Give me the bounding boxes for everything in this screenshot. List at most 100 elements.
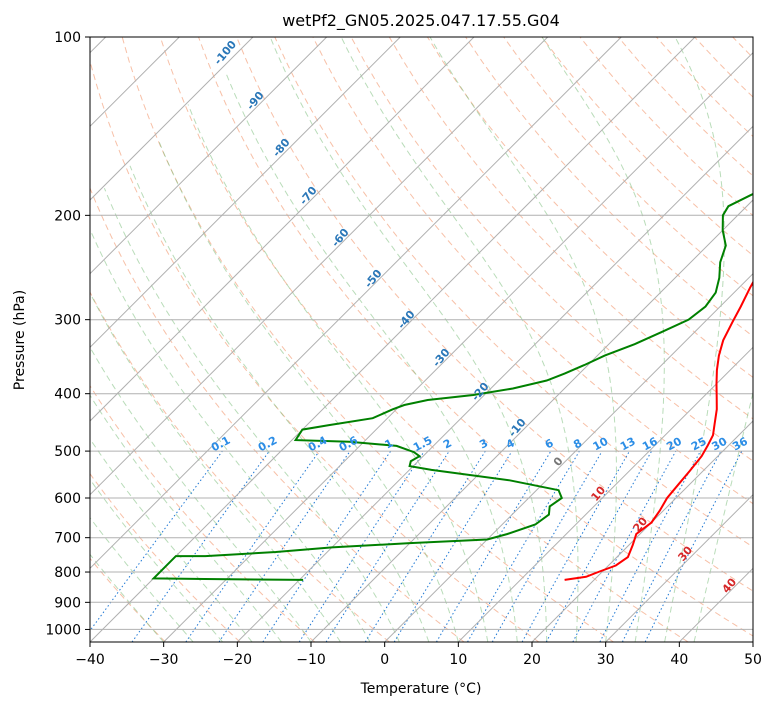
mixing-ratio-line: [131, 450, 270, 642]
moist-adiabat-line: [187, 104, 489, 642]
y-tick-label: 200: [54, 208, 81, 224]
moist-adiabat-line: [90, 346, 312, 642]
isotherm-line: [90, 37, 549, 496]
chart-title: wetPf2_GN05.2025.047.17.55.G04: [282, 11, 560, 31]
y-axis-label: Pressure (hPa): [12, 290, 28, 390]
mixing-ratio-line: [218, 450, 351, 642]
dry-adiabat-line: [656, 37, 753, 138]
moist-adiabat-line: [269, 37, 548, 642]
moist-adiabat-line: [129, 165, 430, 642]
dry-adiabat-label: -60: [329, 226, 352, 250]
mixing-ratio-line: [621, 450, 722, 642]
dry-adiabat-line: [465, 37, 753, 338]
moist-adiabat-line: [693, 390, 753, 642]
x-tick-label: 10: [449, 652, 467, 668]
y-tick-label: 1000: [45, 622, 81, 638]
mixing-ratio-line: [364, 450, 486, 642]
dry-adiabat-label: 40: [719, 575, 739, 595]
moist-adiabat-line: [90, 394, 282, 642]
dry-adiabat-label: -100: [211, 38, 239, 68]
moist-adiabat-line: [90, 228, 371, 642]
isotherm-line: [90, 37, 254, 201]
isotherm-line: [752, 641, 753, 642]
dry-adiabat-label: -30: [430, 346, 453, 370]
x-tick-label: −30: [149, 652, 179, 668]
dry-adiabat-line: [771, 37, 775, 642]
dry-adiabat-label: -80: [270, 136, 293, 160]
dry-adiabat-label: -20: [469, 380, 492, 404]
mixing-ratio-label: 20: [664, 435, 684, 454]
dry-adiabat-label: 30: [675, 543, 695, 563]
dry-adiabat-line: [90, 472, 241, 642]
x-tick-label: 20: [523, 652, 541, 668]
isotherm-line: [90, 37, 401, 349]
mixing-ratio-label: 36: [730, 435, 750, 454]
mixing-ratio-line: [185, 450, 320, 642]
dry-adiabat-line: [274, 37, 753, 548]
moist-adiabat-line: [429, 37, 617, 642]
x-tick-label: 0: [380, 652, 389, 668]
isotherm-line: [310, 199, 753, 642]
y-tick-label: 400: [54, 387, 81, 403]
mixing-ratio-line: [262, 450, 392, 642]
dry-adiabat-label: -50: [362, 267, 385, 291]
x-tick-label: −20: [223, 652, 253, 668]
y-tick-label: 300: [54, 313, 81, 329]
x-tick-label: 30: [597, 652, 615, 668]
dry-adiabat-line: [159, 37, 689, 642]
mixing-ratio-line: [435, 450, 552, 642]
dry-adiabat-line: [90, 186, 465, 642]
plot-frame: [89, 36, 754, 643]
dry-adiabat-label: 10: [588, 483, 608, 503]
y-tick-label: 600: [54, 491, 81, 507]
dry-adiabat-line: [90, 59, 540, 642]
moist-adiabat-line: [90, 553, 165, 642]
moist-adiabat-line: [103, 188, 400, 642]
dry-adiabat-line: [503, 37, 753, 297]
mixing-ratio-line: [521, 450, 630, 642]
isotherm-line: [531, 420, 753, 642]
dry-adiabat-label: -90: [244, 89, 267, 113]
isotherm-line: [90, 37, 622, 570]
dry-adiabat-line: [121, 37, 614, 642]
mixing-ratio-line: [545, 450, 653, 642]
x-tick-label: 50: [744, 652, 762, 668]
moist-adiabat-line: [90, 438, 253, 642]
grid-lines: [90, 37, 753, 642]
mixing-ratio-label: 6: [543, 436, 556, 451]
mixing-ratio-line: [325, 450, 450, 642]
dry-adiabat-line: [732, 37, 753, 59]
mixing-ratio-label: 25: [689, 435, 709, 454]
y-tick-label: 900: [54, 595, 81, 611]
dry-adiabat-line: [388, 37, 753, 420]
dry-adiabat-label: 20: [630, 514, 650, 534]
moist-adiabat-line: [340, 37, 579, 642]
dry-adiabat-line: [236, 37, 753, 592]
mixing-ratio-line: [572, 450, 677, 642]
mixing-ratio-line: [644, 450, 743, 642]
isotherm-line: [90, 37, 328, 275]
x-tick-label: −40: [75, 652, 105, 668]
dry-adiabat-line: [694, 37, 753, 98]
y-tick-label: 800: [54, 565, 81, 581]
moist-adiabat-line: [90, 516, 194, 642]
x-tick-label: −10: [296, 652, 326, 668]
line-labels: 0.1 0.2 0.4 0.6 1 1.5 2 3 4 6 8 10 13 16 20 25 30 36-100-…: [209, 38, 750, 596]
dry-adiabat-label: -10: [506, 416, 529, 440]
dry-adiabat-line: [350, 37, 753, 462]
profiles: [151, 192, 753, 581]
isotherm-line: [163, 51, 753, 642]
temperature-profile-line: [564, 280, 753, 581]
moist-adiabat-line: [225, 72, 518, 642]
isotherm-line: [90, 37, 475, 422]
background-lines: [90, 37, 775, 642]
isotherm-line: [384, 272, 753, 642]
mixing-ratio-line: [393, 450, 513, 642]
dry-adiabat-line: [312, 37, 753, 505]
moist-adiabat-line: [541, 37, 665, 642]
y-tick-label: 700: [54, 531, 81, 547]
x-axis-label: Temperature (°C): [360, 681, 482, 697]
x-tick-label: 40: [670, 652, 688, 668]
moist-adiabat-line: [90, 478, 223, 642]
isotherm-line: [605, 493, 753, 642]
